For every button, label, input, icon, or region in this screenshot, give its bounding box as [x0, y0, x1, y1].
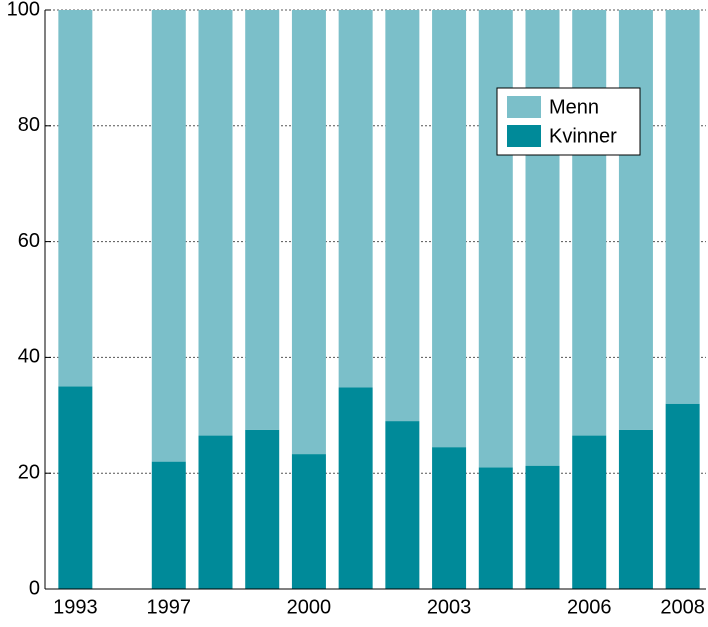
bar-segment: [478, 10, 513, 468]
bar-segment: [572, 435, 607, 589]
bar-segment: [58, 386, 93, 589]
bar-segment: [385, 421, 420, 589]
legend-label: Kvinner: [549, 125, 617, 147]
y-tick-label: 100: [7, 0, 40, 20]
bar-segment: [618, 429, 653, 589]
bar-segment: [198, 10, 233, 436]
y-tick-label: 60: [18, 230, 40, 252]
bar-segment: [151, 10, 186, 462]
legend-label: Menn: [549, 96, 599, 118]
y-tick-label: 40: [18, 346, 40, 368]
bar-segment: [245, 10, 280, 430]
bar-segment: [58, 10, 93, 387]
legend-swatch: [507, 125, 541, 147]
bar-segment: [245, 429, 280, 589]
y-tick-label: 20: [18, 461, 40, 483]
x-tick-label: 2008: [660, 596, 705, 618]
x-tick-label: 2006: [567, 596, 612, 618]
bar-segment: [572, 10, 607, 436]
y-tick-label: 0: [29, 577, 40, 599]
legend: Menn Kvinner: [496, 87, 641, 156]
bar-segment: [618, 10, 653, 430]
bar-segment: [432, 447, 467, 589]
x-tick-label: 1997: [147, 596, 192, 618]
bar-segment: [338, 387, 373, 589]
bar-segment: [291, 454, 326, 589]
legend-swatch: [507, 96, 541, 118]
x-tick-label: 2000: [287, 596, 332, 618]
bar-segment: [432, 10, 467, 448]
bar-segment: [665, 403, 700, 589]
bar-segment: [525, 10, 560, 466]
bar-segment: [151, 461, 186, 589]
bar-segment: [665, 10, 700, 404]
y-tick-label: 80: [18, 114, 40, 136]
bar-segment: [338, 10, 373, 388]
bar-segment: [385, 10, 420, 422]
x-tick-label: 1993: [53, 596, 98, 618]
bar-segment: [291, 10, 326, 455]
x-tick-label: 2003: [427, 596, 472, 618]
bar-segment: [198, 435, 233, 589]
bar-segment: [478, 467, 513, 589]
bar-segment: [525, 465, 560, 589]
